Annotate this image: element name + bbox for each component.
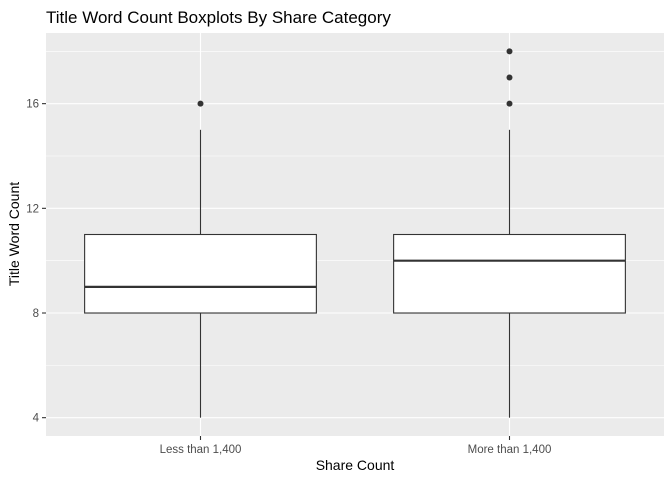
- y-tick-label: 12: [26, 203, 39, 215]
- x-tick-label: More than 1,400: [468, 444, 552, 456]
- y-tick-label: 16: [26, 99, 39, 111]
- box-1: [84, 100, 317, 418]
- x-axis-title: Share Count: [316, 457, 395, 473]
- y-axis-title: Title Word Count: [6, 182, 22, 286]
- interquartile-box: [84, 233, 317, 314]
- interquartile-box: [393, 233, 626, 314]
- y-tick-label: 8: [33, 308, 39, 320]
- boxplot-series: [84, 48, 626, 418]
- outlier-point: [506, 48, 513, 55]
- y-axis-ticks: 4 8 12 16: [26, 99, 46, 425]
- y-tick-label: 4: [33, 413, 40, 425]
- outlier-point: [506, 74, 513, 81]
- outlier-point: [197, 100, 204, 107]
- box-2: [393, 48, 626, 418]
- outlier-point: [506, 100, 513, 107]
- x-tick-label: Less than 1,400: [160, 444, 242, 456]
- chart-title: Title Word Count Boxplots By Share Categ…: [46, 8, 391, 27]
- x-axis-ticks: Less than 1,400 More than 1,400: [160, 436, 552, 456]
